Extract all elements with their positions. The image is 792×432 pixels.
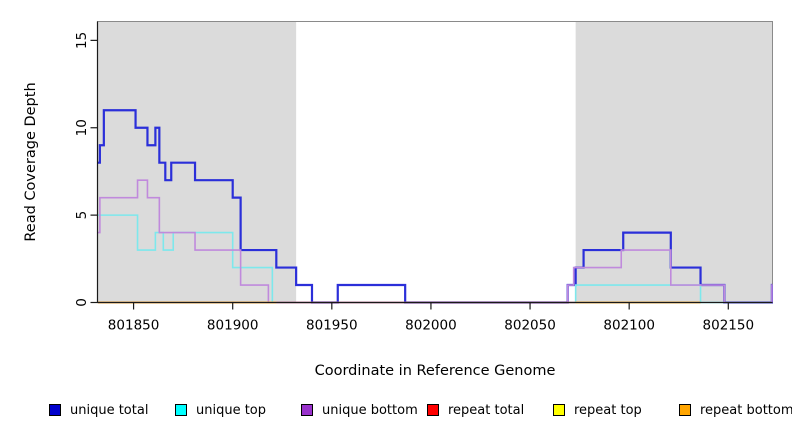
x-tick-label: 801850 bbox=[108, 318, 160, 334]
x-axis-title: Coordinate in Reference Genome bbox=[314, 363, 556, 379]
legend-item-repeat-total: repeat total bbox=[427, 398, 524, 422]
x-tick-label: 802150 bbox=[703, 318, 755, 334]
unique-total-swatch-icon bbox=[49, 404, 61, 416]
unique-bottom-line bbox=[97, 179, 773, 304]
legend-label: repeat top bbox=[574, 402, 642, 418]
legend-label: repeat total bbox=[448, 402, 525, 418]
right-repeat-region bbox=[575, 21, 773, 303]
x-tick-label: 802000 bbox=[405, 318, 457, 334]
legend-label: unique top bbox=[196, 402, 267, 418]
legend-item-repeat-bottom: repeat bottom bbox=[679, 398, 792, 422]
legend-item-unique-top: unique top bbox=[175, 398, 266, 422]
left-repeat-region bbox=[97, 21, 297, 303]
repeat-total-swatch-icon bbox=[427, 404, 439, 416]
unique-bottom-swatch-icon bbox=[301, 404, 313, 416]
y-tick-label: 5 bbox=[74, 211, 90, 220]
x-tick-label: 801950 bbox=[306, 318, 358, 334]
legend-item-unique-total: unique total bbox=[49, 398, 148, 422]
chart-legend: unique total unique top unique bottom re… bbox=[0, 398, 792, 422]
y-axis-title: Read Coverage Depth bbox=[23, 82, 39, 242]
repeat-bottom-swatch-icon bbox=[679, 404, 691, 416]
y-tick-label: 0 bbox=[74, 298, 90, 307]
legend-label: unique bottom bbox=[322, 402, 418, 418]
x-tick-label: 801900 bbox=[207, 318, 259, 334]
unique-top-line bbox=[97, 214, 773, 304]
legend-item-unique-bottom: unique bottom bbox=[301, 398, 418, 422]
legend-label: repeat bottom bbox=[700, 402, 792, 418]
x-tick-label: 802100 bbox=[603, 318, 655, 334]
legend-item-repeat-top: repeat top bbox=[553, 398, 642, 422]
legend-label: unique total bbox=[70, 402, 149, 418]
unique-total-line bbox=[97, 109, 774, 304]
y-tick-label: 15 bbox=[74, 32, 90, 49]
x-tick-label: 802050 bbox=[504, 318, 556, 334]
repeat-top-swatch-icon bbox=[553, 404, 565, 416]
unique-top-swatch-icon bbox=[175, 404, 187, 416]
y-tick-label: 10 bbox=[74, 119, 90, 136]
